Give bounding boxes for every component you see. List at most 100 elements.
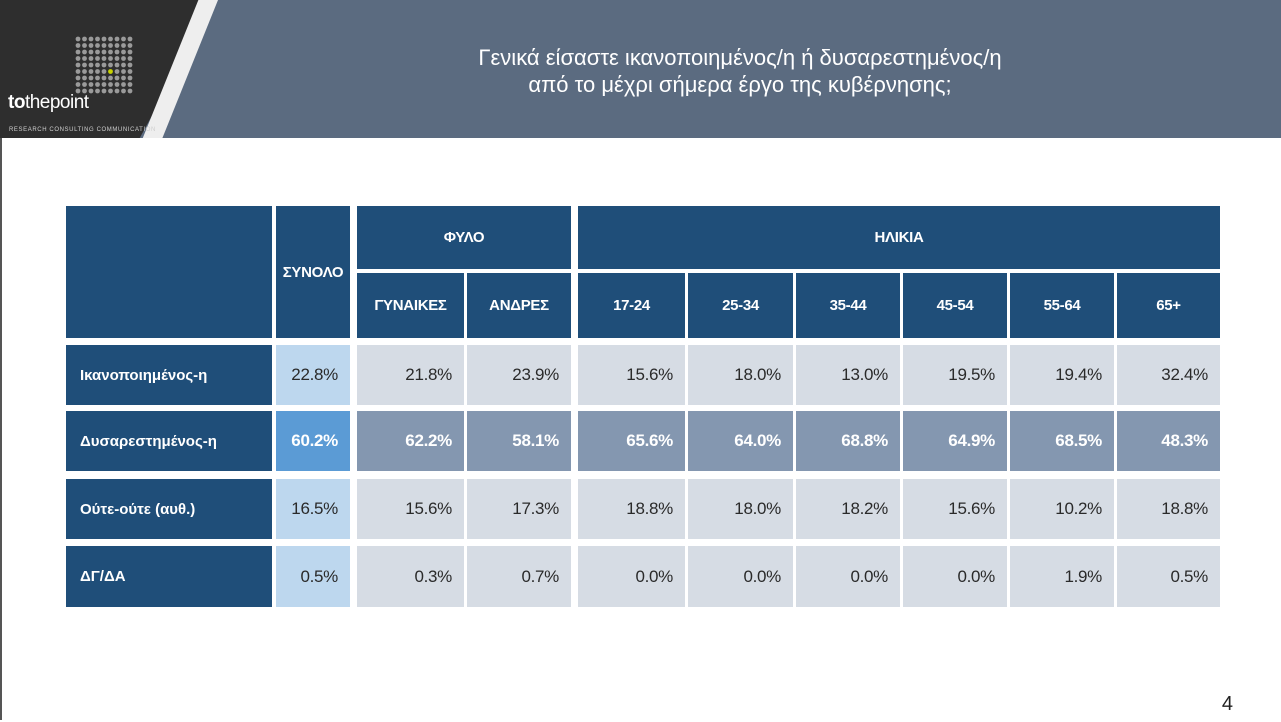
logo-tagline: RESEARCH CONSULTING COMMUNICATION — [9, 127, 156, 133]
value-cell: 10.2% — [1010, 479, 1114, 539]
logo-dot — [121, 62, 126, 68]
logo-dot — [127, 75, 133, 81]
row-label: Ούτε-ούτε (αυθ.) — [66, 479, 272, 539]
value-cell: 18.8% — [1117, 479, 1220, 539]
logo-dot — [101, 43, 107, 48]
corner-header — [66, 206, 272, 338]
value-cell: 62.2% — [357, 411, 464, 471]
value-cell: 1.9% — [1010, 546, 1114, 607]
logo-accent-dot — [108, 69, 113, 74]
value-cell: 64.9% — [903, 411, 1007, 471]
logo-dot — [75, 43, 81, 48]
logo-dot — [88, 82, 94, 87]
logo-dot — [121, 75, 126, 81]
logo-dot — [82, 36, 87, 42]
logo-dot — [82, 82, 87, 87]
logo-dot — [121, 43, 126, 48]
logo-dot — [82, 88, 87, 94]
logo-dot — [82, 62, 87, 68]
logo-dot — [88, 69, 94, 74]
value-cell: 68.5% — [1010, 411, 1114, 471]
logo-dot — [108, 82, 113, 87]
logo-dot — [127, 62, 133, 68]
logo-dot — [95, 49, 100, 55]
logo-dot — [95, 75, 100, 81]
logo-dot — [114, 69, 120, 74]
value-cell: 68.8% — [796, 411, 900, 471]
value-cell: 65.6% — [578, 411, 685, 471]
logo-dot — [127, 69, 133, 74]
logo-dot — [75, 62, 81, 68]
column-header: 35-44 — [796, 273, 900, 338]
value-cell: 48.3% — [1117, 411, 1220, 471]
column-header: 45-54 — [903, 273, 1007, 338]
logo-dot — [114, 56, 120, 61]
logo-dot — [114, 49, 120, 55]
value-cell: 0.3% — [357, 546, 464, 607]
value-cell: 15.6% — [357, 479, 464, 539]
column-header: 17-24 — [578, 273, 685, 338]
logo-dot — [82, 49, 87, 55]
logo-point: point — [49, 92, 89, 113]
logo-dot — [101, 88, 107, 94]
logo-dot — [121, 49, 126, 55]
title-line-2: από το μέχρι σήμερα έργο της κυβέρνησης; — [528, 72, 952, 97]
logo-dot — [101, 36, 107, 42]
logo-dot — [108, 49, 113, 55]
logo-dot — [101, 62, 107, 68]
logo-dot — [75, 49, 81, 55]
value-cell: 19.4% — [1010, 345, 1114, 405]
total-value-cell: 60.2% — [276, 411, 350, 471]
logo-dot — [127, 88, 133, 94]
logo-dot — [108, 56, 113, 61]
logo-dot — [127, 56, 133, 61]
logo-dot — [127, 36, 133, 42]
logo-dot — [95, 43, 100, 48]
value-cell: 0.0% — [903, 546, 1007, 607]
value-cell: 32.4% — [1117, 345, 1220, 405]
value-cell: 17.3% — [467, 479, 571, 539]
total-value-cell: 16.5% — [276, 479, 350, 539]
logo-dot — [108, 43, 113, 48]
logo-dot — [82, 56, 87, 61]
value-cell: 0.0% — [796, 546, 900, 607]
logo-dot — [75, 36, 81, 42]
logo-dot — [95, 36, 100, 42]
logo-dot — [75, 88, 81, 94]
logo-dot — [101, 75, 107, 81]
logo-dot — [88, 56, 94, 61]
logo-dot — [82, 75, 87, 81]
logo-dot — [121, 36, 126, 42]
column-header: ΓΥΝΑΙΚΕΣ — [357, 273, 464, 338]
logo-dot — [114, 82, 120, 87]
page-number: 4 — [1221, 693, 1233, 715]
column-header: ΑΝΔΡΕΣ — [467, 273, 571, 338]
value-cell: 58.1% — [467, 411, 571, 471]
logo-the: the — [24, 92, 50, 113]
header-band: Γενικά είσαστε ικανοποιημένος/η ή δυσαρε… — [0, 0, 1281, 138]
logo-dot — [127, 49, 133, 55]
column-header: 25-34 — [688, 273, 793, 338]
value-cell: 0.7% — [467, 546, 571, 607]
logo-dot — [75, 82, 81, 87]
row-label: ΔΓ/ΔΑ — [66, 546, 272, 607]
logo: tothepoint — [8, 92, 89, 114]
column-header: 55-64 — [1010, 273, 1114, 338]
logo-dot — [82, 69, 87, 74]
row-label: Δυσαρεστημένος-η — [66, 411, 272, 471]
logo-dot — [88, 88, 94, 94]
total-value-cell: 22.8% — [276, 345, 350, 405]
logo-dot — [121, 69, 126, 74]
value-cell: 18.0% — [688, 345, 793, 405]
logo-dot — [101, 56, 107, 61]
logo-dot — [82, 43, 87, 48]
title-line-1: Γενικά είσαστε ικανοποιημένος/η ή δυσαρε… — [478, 45, 1002, 70]
row-label: Ικανοποιημένος-η — [66, 345, 272, 405]
logo-dot — [108, 62, 113, 68]
logo-dot — [114, 62, 120, 68]
value-cell: 18.2% — [796, 479, 900, 539]
logo-dot — [114, 43, 120, 48]
value-cell: 0.0% — [578, 546, 685, 607]
logo-dot — [121, 82, 126, 87]
logo-dot — [114, 36, 120, 42]
